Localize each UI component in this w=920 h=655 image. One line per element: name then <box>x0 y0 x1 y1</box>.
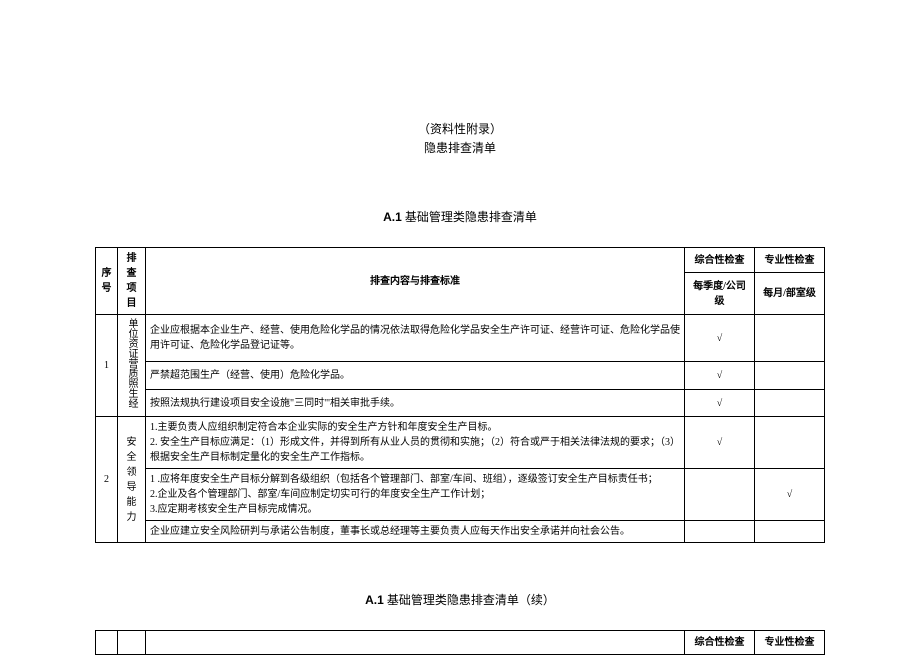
item-cell: 单位资证营质照生经 <box>118 315 146 417</box>
content-cell: 企业应建立安全风险研判与承诺公告制度，董事长或总经理等主要负责人应每天作出安全承… <box>146 521 685 543</box>
check2-cell: √ <box>755 469 825 521</box>
check1-cell <box>685 469 755 521</box>
col-check1-sub: 每季度/公司级 <box>685 273 755 315</box>
section-gap <box>95 543 825 583</box>
table-row: 1 .应将年度安全生产目标分解到各级组织（包括各个管理部门、部室/车间、班组），… <box>96 469 825 521</box>
col-seq-header <box>96 631 118 655</box>
check2-cell <box>755 315 825 362</box>
check2-cell <box>755 521 825 543</box>
col-check2-header: 专业性检查 <box>755 248 825 273</box>
content-cell: 按照法规执行建设项目安全设施"三同时"'相关审批手续。 <box>146 389 685 417</box>
check2-cell <box>755 417 825 469</box>
header-line-2: 隐患排查清单 <box>95 139 825 158</box>
section-2-prefix: A.1 <box>365 593 384 607</box>
item-cell: 安全领导能力 <box>118 417 146 543</box>
section-1-title: A.1 基础管理类隐患排查清单 <box>95 208 825 225</box>
checklist-table-2: 综合性检查 专业性检查 <box>95 630 825 655</box>
section-1-text: 基础管理类隐患排查清单 <box>402 210 537 224</box>
col-seq-header: 序号 <box>96 248 118 315</box>
content-cell: 严禁超范围生产（经营、使用）危险化学品。 <box>146 361 685 389</box>
check1-cell: √ <box>685 315 755 362</box>
checklist-table-1: 序号 排查项目 排查内容与排查标准 综合性检查 专业性检查 每季度/公司级 每月… <box>95 247 825 543</box>
check1-cell: √ <box>685 417 755 469</box>
col-check1-header: 综合性检查 <box>685 248 755 273</box>
check1-cell <box>685 521 755 543</box>
col-item-header <box>118 631 146 655</box>
check1-cell: √ <box>685 389 755 417</box>
col-content-header: 排查内容与排查标准 <box>146 248 685 315</box>
section-2-title: A.1 基础管理类隐患排查清单（续） <box>95 591 825 608</box>
header-line-1: （资料性附录） <box>95 120 825 139</box>
seq-cell: 1 <box>96 315 118 417</box>
content-cell: 1 .应将年度安全生产目标分解到各级组织（包括各个管理部门、部室/车间、班组），… <box>146 469 685 521</box>
table-header-row: 序号 排查项目 排查内容与排查标准 综合性检查 专业性检查 <box>96 248 825 273</box>
col-content-header <box>146 631 685 655</box>
table-row: 1 单位资证营质照生经 企业应根据本企业生产、经营、使用危险化学品的情况依法取得… <box>96 315 825 362</box>
table-row: 按照法规执行建设项目安全设施"三同时"'相关审批手续。 √ <box>96 389 825 417</box>
seq-cell: 2 <box>96 417 118 543</box>
content-cell: 企业应根据本企业生产、经营、使用危险化学品的情况依法取得危险化学品安全生产许可证… <box>146 315 685 362</box>
check2-cell <box>755 389 825 417</box>
col-check1-header: 综合性检查 <box>685 631 755 655</box>
section-2-text: 基础管理类隐患排查清单（续） <box>384 593 555 607</box>
table-row: 2 安全领导能力 1.主要负责人应组织制定符合本企业实际的安全生产方针和年度安全… <box>96 417 825 469</box>
table-row: 严禁超范围生产（经营、使用）危险化学品。 √ <box>96 361 825 389</box>
table-row: 企业应建立安全风险研判与承诺公告制度，董事长或总经理等主要负责人应每天作出安全承… <box>96 521 825 543</box>
check2-cell <box>755 361 825 389</box>
col-check2-sub: 每月/部室级 <box>755 273 825 315</box>
table-header-row: 综合性检查 专业性检查 <box>96 631 825 655</box>
section-1-prefix: A.1 <box>383 210 402 224</box>
check1-cell: √ <box>685 361 755 389</box>
appendix-header: （资料性附录） 隐患排查清单 <box>95 120 825 158</box>
document-page: （资料性附录） 隐患排查清单 A.1 基础管理类隐患排查清单 序号 排查项目 排… <box>0 0 920 655</box>
col-check2-header: 专业性检查 <box>755 631 825 655</box>
col-item-header: 排查项目 <box>118 248 146 315</box>
content-cell: 1.主要负责人应组织制定符合本企业实际的安全生产方针和年度安全生产目标。 2. … <box>146 417 685 469</box>
